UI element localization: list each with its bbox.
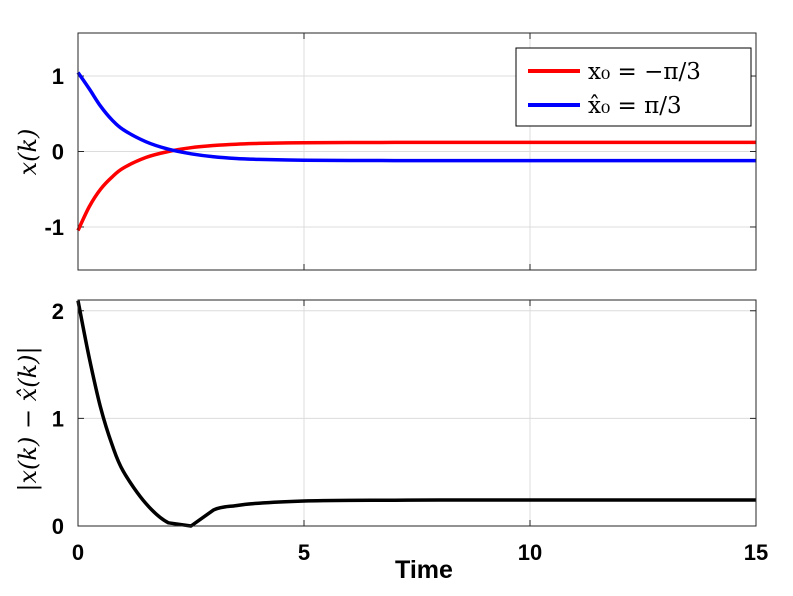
y-tick-label: 0 xyxy=(52,140,64,165)
y-tick-label: 0 xyxy=(52,514,64,539)
plot-area xyxy=(78,300,756,526)
top-y-axis-label: x(k) xyxy=(14,129,42,176)
x-tick-label: 10 xyxy=(518,540,542,565)
axes-box xyxy=(77,32,757,271)
legend-label-0: x₀ = −π/3 xyxy=(588,59,701,85)
axes-box xyxy=(77,299,757,527)
y-tick-label: 1 xyxy=(52,406,64,431)
series-line-0 xyxy=(76,140,756,232)
legend: x₀ = −π/3 x̂₀ = π/3 xyxy=(515,47,752,127)
y-tick-label: 2 xyxy=(52,299,64,324)
y-tick-label: -1 xyxy=(44,215,64,240)
top-y-axis-label-text: x(k) xyxy=(14,129,42,176)
legend-label-1: x̂₀ = π/3 xyxy=(588,93,682,119)
x-tick-label: 0 xyxy=(72,540,84,565)
series-line-1 xyxy=(76,71,756,163)
bottom-panel: 0 1 2 0 5 10 15 xyxy=(52,299,768,565)
series-line-0 xyxy=(76,300,756,528)
bottom-y-axis-label: |x(k) − x̂(k)| xyxy=(14,346,43,491)
bottom-y-axis-label-text: |x(k) − x̂(k)| xyxy=(14,346,43,491)
x-tick-label: 5 xyxy=(298,540,310,565)
x-tick-label: 15 xyxy=(744,540,768,565)
legend-box xyxy=(515,47,752,127)
x-axis-label: Time xyxy=(395,556,453,584)
y-tick-label: 1 xyxy=(52,64,64,89)
